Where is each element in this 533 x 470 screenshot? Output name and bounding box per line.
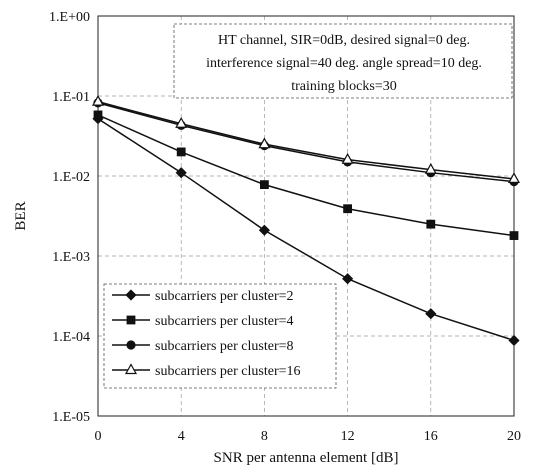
series-diamond	[92, 113, 520, 347]
data-point	[91, 94, 105, 106]
series-line	[97, 118, 515, 342]
series-line	[97, 100, 515, 180]
annotation-line-2: interference signal=40 deg. angle spread…	[206, 56, 482, 71]
plot-frame	[97, 15, 515, 417]
legend-marker	[126, 315, 136, 325]
data-point	[343, 204, 353, 214]
legend-marker	[124, 363, 138, 375]
legend-label-1: subcarriers per cluster=2	[155, 289, 294, 304]
annotation-line-1: HT channel, SIR=0dB, desired signal=0 de…	[218, 33, 470, 48]
data-point	[424, 162, 437, 174]
y-tick-label: 1.E-01	[52, 90, 90, 105]
series-square	[93, 110, 519, 240]
legend-label-3: subcarriers per cluster=8	[155, 339, 294, 354]
data-point	[175, 117, 188, 128]
y-tick-label: 1.E-03	[52, 250, 90, 265]
data-point	[342, 273, 354, 285]
annotation-box: HT channel, SIR=0dB, desired signal=0 de…	[173, 23, 513, 99]
series-triangle	[91, 94, 521, 183]
y-axis-label: BER	[13, 201, 29, 230]
data-point	[425, 308, 437, 320]
data-point	[509, 231, 519, 240]
x-tick-label: 20	[507, 429, 521, 444]
legend-label-2: subcarriers per cluster=4	[155, 314, 294, 329]
annotation-line-3: training blocks=30	[291, 79, 397, 94]
series-line	[97, 102, 515, 183]
data-point	[259, 180, 269, 190]
data-point	[341, 152, 354, 164]
x-axis-label: SNR per antenna element [dB]	[214, 450, 399, 466]
y-tick-label: 1.E-02	[52, 170, 90, 185]
x-tick-label: 4	[178, 429, 185, 444]
legend: subcarriers per cluster=2 subcarriers pe…	[103, 283, 337, 389]
data-point	[507, 172, 521, 183]
data-point	[508, 334, 520, 347]
legend-label-4: subcarriers per cluster=16	[155, 364, 301, 379]
series-layer	[91, 94, 521, 347]
y-tick-label: 1.E-05	[52, 410, 90, 425]
data-point	[93, 110, 103, 120]
x-tick-label: 16	[424, 429, 438, 444]
data-point	[175, 167, 187, 179]
legend-items	[112, 289, 150, 375]
data-point	[426, 219, 436, 229]
y-tick-label: 1.E+00	[49, 10, 90, 25]
data-point	[258, 137, 271, 149]
tick-labels: 1.E-05 1.E-04 1.E-03 1.E-02 1.E-01 1.E+00 0 4 8 1…	[49, 10, 521, 444]
legend-marker	[126, 340, 136, 350]
x-tick-label: 8	[261, 429, 268, 444]
series-line	[97, 114, 515, 237]
data-point	[258, 224, 270, 236]
legend-marker	[125, 289, 137, 301]
y-tick-label: 1.E-04	[52, 330, 90, 345]
data-point	[176, 147, 186, 157]
x-tick-label: 0	[95, 429, 102, 444]
annotation-frame	[173, 23, 513, 99]
x-tick-label: 12	[341, 429, 355, 444]
